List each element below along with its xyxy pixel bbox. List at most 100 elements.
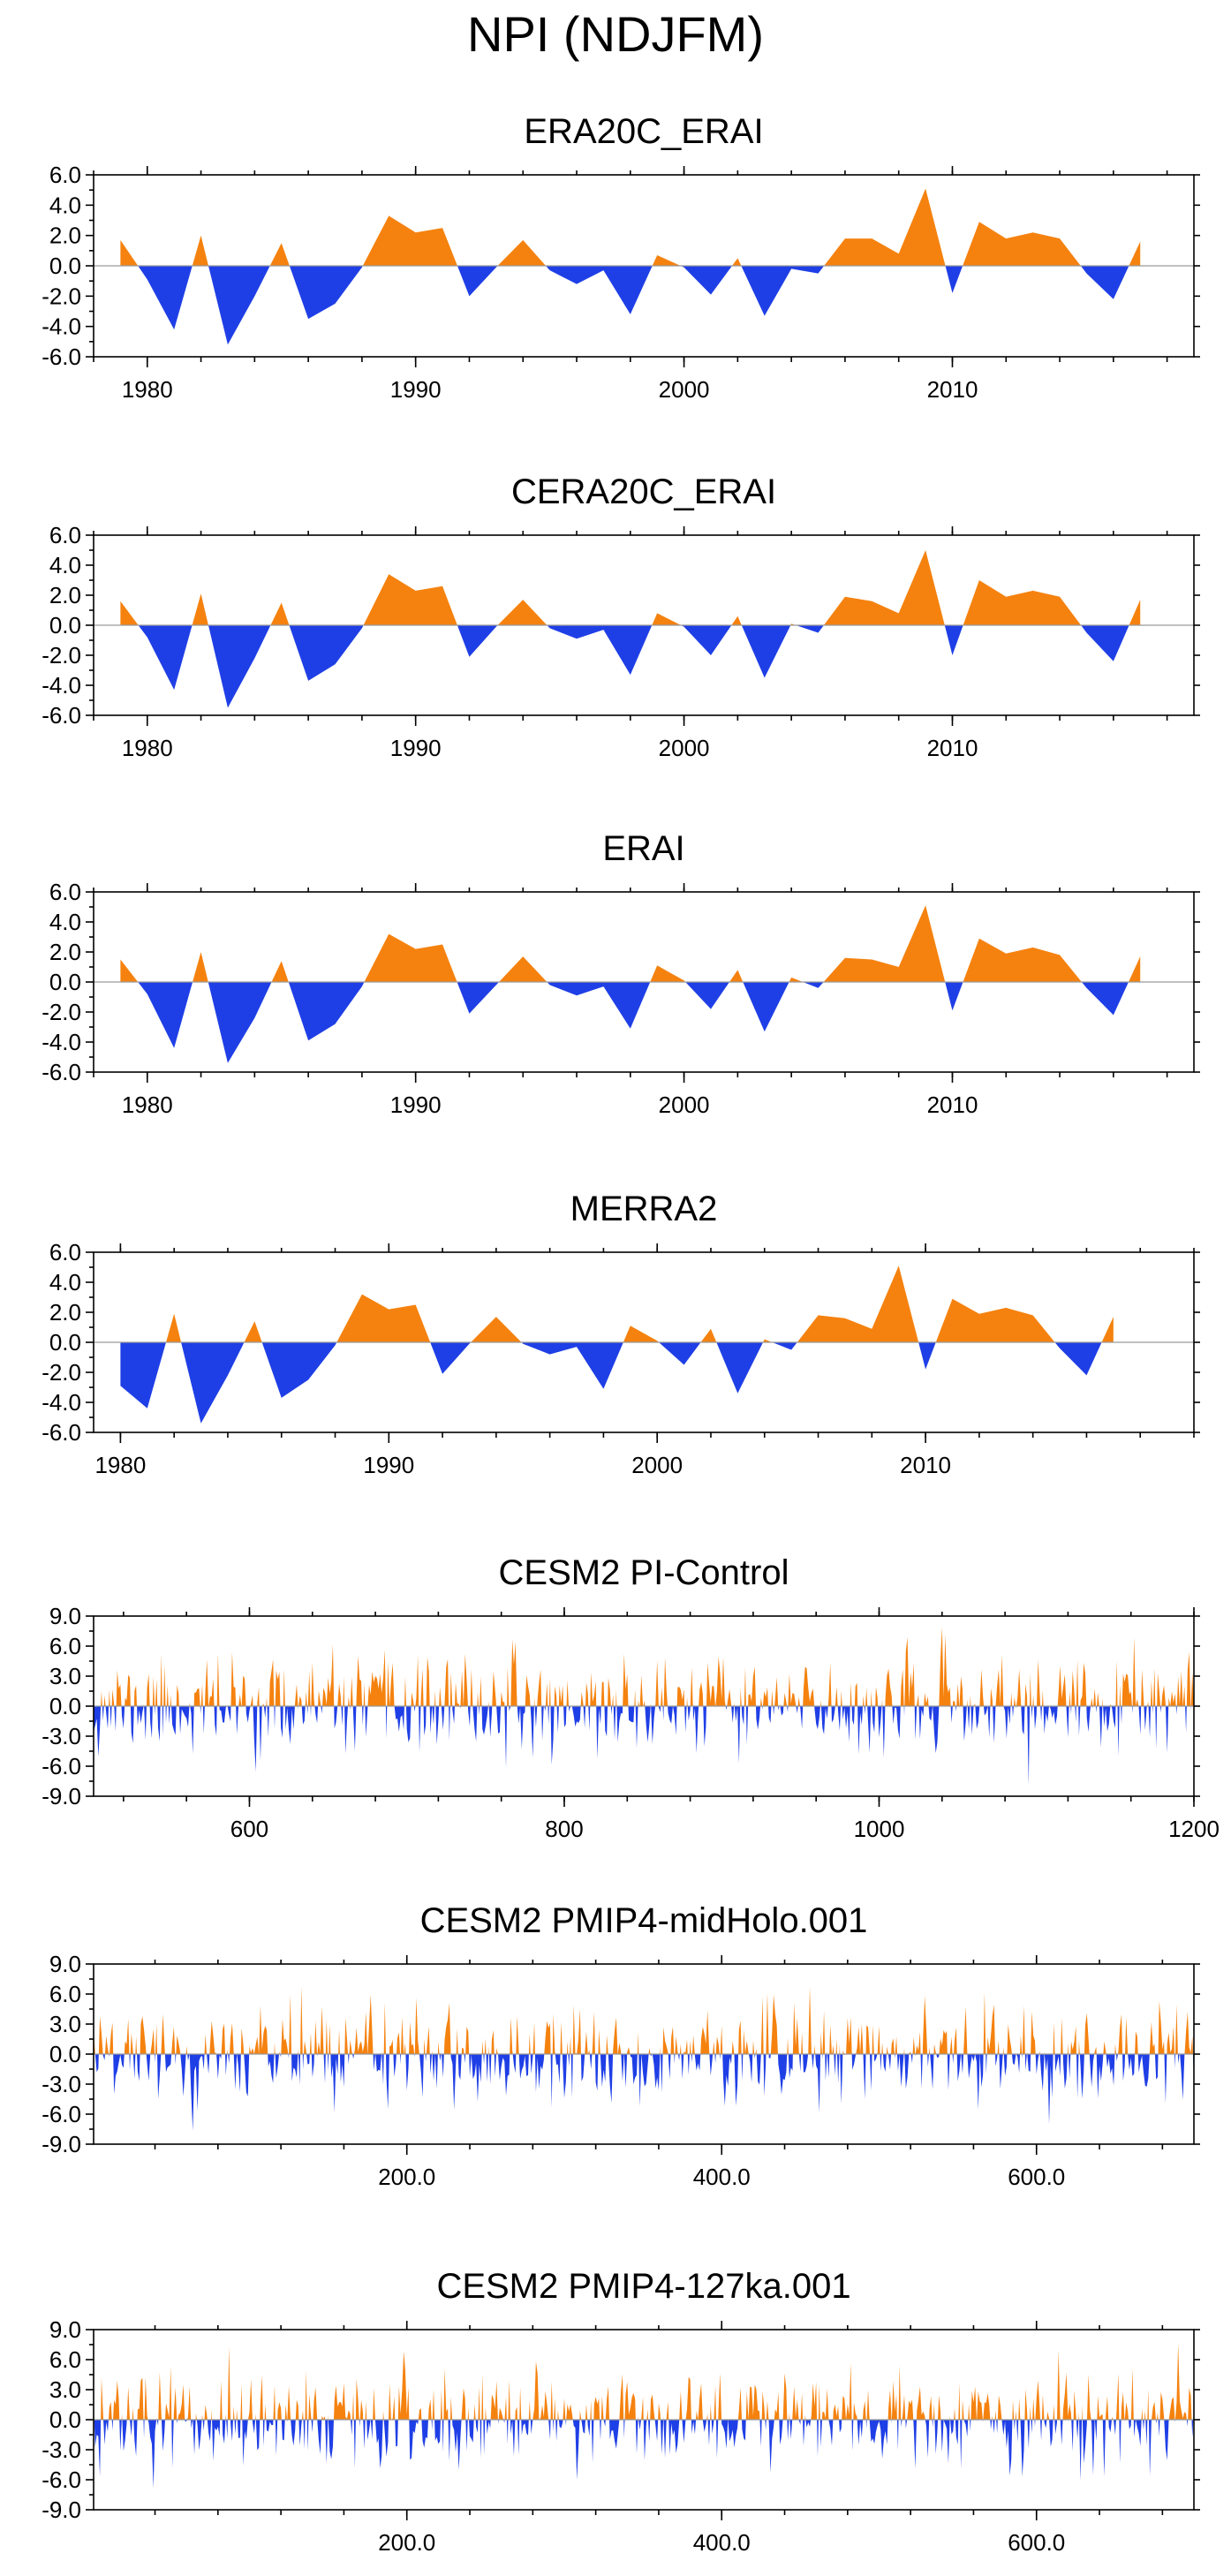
panel-2: CERA20C_ERAI 6.0 4.0 2.0 0.0 -2.0 -4.0 -6.0 1980… (42, 472, 1200, 761)
negative-area (94, 2420, 1194, 2489)
x-tick-label: 400.0 (693, 2164, 751, 2190)
positive-area (120, 550, 1141, 625)
y-tick-label: -9.0 (42, 2497, 81, 2523)
negative-area (138, 625, 1129, 708)
y-tick-label: 2.0 (49, 582, 81, 608)
y-tick-label: 6.0 (49, 2346, 81, 2373)
x-tick-label: 1990 (390, 1092, 442, 1118)
y-tick-label: 4.0 (49, 909, 81, 935)
panel-6: CESM2 PMIP4-midHolo.001 9.0 6.0 3.0 0.0 -3.0 -… (42, 1901, 1200, 2190)
x-tick-label: 2010 (900, 1452, 951, 1478)
y-tick-label: 2.0 (49, 1299, 81, 1326)
x-tick-label: 1980 (94, 1452, 146, 1478)
figure-title: NPI (NDJFM) (467, 6, 764, 62)
y-tick-label: 0.0 (49, 1693, 81, 1719)
x-tick-label: 1990 (363, 1452, 414, 1478)
y-tick-label: 6.0 (49, 1981, 81, 2007)
y-tick-label: -4.0 (42, 672, 81, 699)
panel-title: ERAI (602, 829, 684, 868)
y-tick-label: 3.0 (49, 1663, 81, 1689)
positive-area (94, 2343, 1194, 2420)
y-tick-label: 3.0 (49, 2011, 81, 2037)
y-tick-label: 0.0 (49, 969, 81, 995)
x-tick-label: 2010 (927, 1092, 978, 1118)
y-tick-label: -6.0 (42, 1753, 81, 1779)
x-tick-label: 1980 (122, 1092, 173, 1118)
positive-area (166, 1265, 1114, 1342)
negative-area (94, 2054, 1194, 2131)
y-tick-label: 9.0 (49, 1951, 81, 1977)
x-tick-label: 600.0 (1008, 2164, 1065, 2190)
y-tick-label: -6.0 (42, 1059, 81, 1085)
panel-title: CESM2 PMIP4-midHolo.001 (420, 1901, 868, 1940)
y-tick-label: -2.0 (42, 283, 81, 309)
negative-area (120, 1342, 1102, 1424)
negative-area (138, 982, 1129, 1063)
y-tick-label: -9.0 (42, 1783, 81, 1809)
y-tick-label: -6.0 (42, 344, 81, 370)
x-tick-label: 2000 (659, 735, 710, 761)
x-tick-label: 200.0 (378, 2529, 435, 2556)
panel-4: MERRA2 6.0 4.0 2.0 0.0 -2.0 -4.0 -6.0 1980 1990 20… (42, 1190, 1200, 1478)
y-tick-label: -4.0 (42, 1029, 81, 1055)
x-tick-label: 1990 (390, 735, 442, 761)
y-tick-label: 2.0 (49, 223, 81, 249)
panel-title: ERA20C_ERAI (524, 112, 763, 151)
y-tick-label: -6.0 (42, 702, 81, 729)
y-tick-label: 6.0 (49, 1633, 81, 1659)
x-tick-label: 600 (230, 1816, 268, 1842)
y-tick-label: 0.0 (49, 612, 81, 638)
y-tick-label: 3.0 (49, 2376, 81, 2403)
panel-7: CESM2 PMIP4-127ka.001 9.0 6.0 3.0 0.0 -3.0 -6.… (42, 2267, 1200, 2556)
y-tick-label: 4.0 (49, 552, 81, 578)
y-tick-label: -6.0 (42, 2101, 81, 2127)
y-tick-label: 0.0 (49, 253, 81, 279)
x-tick-label: 400.0 (693, 2529, 751, 2556)
x-tick-label: 800 (545, 1816, 583, 1842)
panel-title: CESM2 PI-Control (499, 1553, 789, 1592)
y-tick-label: 4.0 (49, 192, 81, 218)
negative-area (94, 1706, 1194, 1786)
y-tick-label: -2.0 (42, 642, 81, 669)
panel-title: MERRA2 (570, 1190, 718, 1228)
y-tick-label: 0.0 (49, 2041, 81, 2067)
y-tick-label: -6.0 (42, 1419, 81, 1446)
positive-area (101, 1627, 1194, 1706)
y-tick-label: -3.0 (42, 2436, 81, 2463)
x-tick-label: 2010 (927, 376, 978, 403)
y-tick-label: 6.0 (49, 879, 81, 905)
panel-3: ERAI 6.0 4.0 2.0 0.0 -2.0 -4.0 -6.0 1980 1990 2000… (42, 829, 1200, 1118)
x-tick-label: 2000 (631, 1452, 683, 1478)
y-tick-label: 6.0 (49, 162, 81, 188)
x-tick-label: 1990 (390, 376, 442, 403)
panel-title: CERA20C_ERAI (511, 472, 776, 511)
y-tick-label: 0.0 (49, 1329, 81, 1356)
positive-area (94, 1986, 1193, 2054)
y-tick-label: 2.0 (49, 939, 81, 965)
y-tick-label: -3.0 (42, 2071, 81, 2097)
y-tick-label: -2.0 (42, 1359, 81, 1386)
x-tick-label: 2010 (927, 735, 978, 761)
y-tick-label: 9.0 (49, 1603, 81, 1629)
y-tick-label: -3.0 (42, 1723, 81, 1749)
positive-area (120, 905, 1141, 982)
negative-area (138, 266, 1129, 345)
x-tick-label: 200.0 (378, 2164, 435, 2190)
x-tick-label: 1980 (122, 376, 173, 403)
x-tick-label: 600.0 (1008, 2529, 1065, 2556)
x-tick-label: 2000 (659, 376, 710, 403)
y-tick-label: -9.0 (42, 2131, 81, 2157)
y-tick-label: -4.0 (42, 1389, 81, 1416)
y-tick-label: -2.0 (42, 999, 81, 1025)
panel-5: CESM2 PI-Control 9.0 6.0 3.0 0.0 -3.0 -6.0 -9.0… (42, 1553, 1220, 1842)
x-tick-label: 1000 (854, 1816, 905, 1842)
y-tick-label: 9.0 (49, 2316, 81, 2343)
y-tick-label: -6.0 (42, 2466, 81, 2493)
y-tick-label: 4.0 (49, 1269, 81, 1296)
positive-area (120, 188, 1141, 266)
x-tick-label: 1980 (122, 735, 173, 761)
y-tick-label: 0.0 (49, 2406, 81, 2433)
x-tick-label: 1200 (1168, 1816, 1220, 1842)
panel-1: ERA20C_ERAI 6.0 4.0 2.0 0.0 -2.0 -4.0 -6.0 1980 1… (42, 112, 1200, 403)
